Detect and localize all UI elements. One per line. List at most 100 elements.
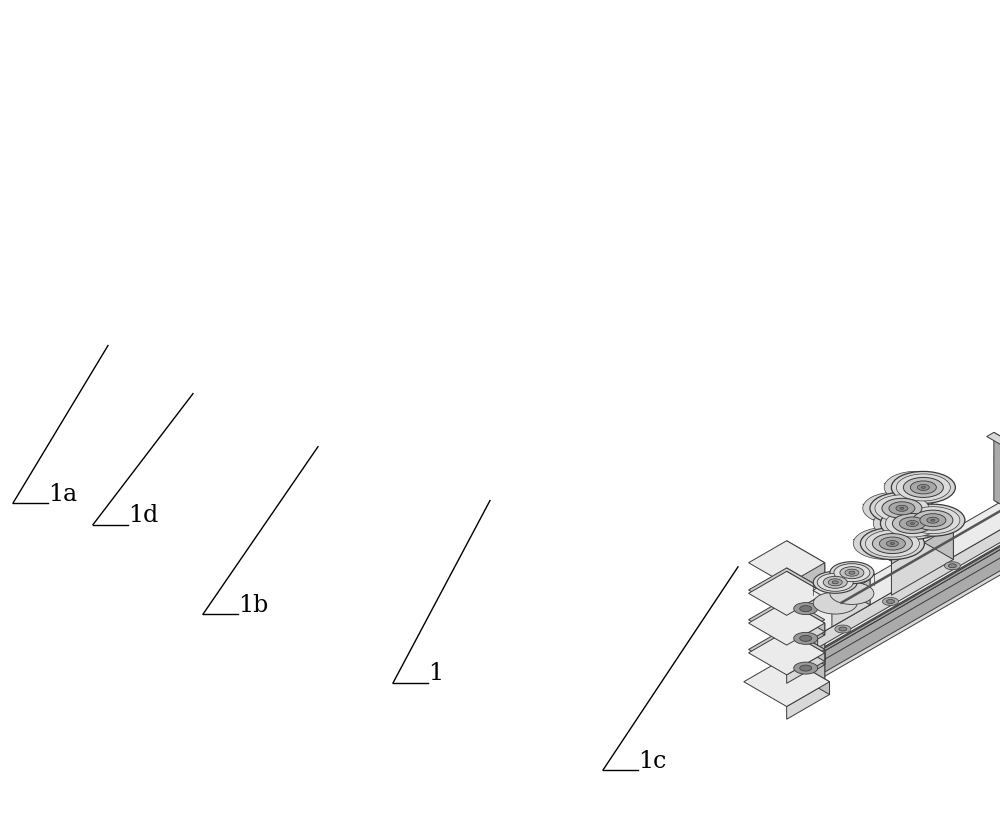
Ellipse shape xyxy=(794,603,818,615)
Ellipse shape xyxy=(927,518,939,523)
Polygon shape xyxy=(813,569,870,602)
Ellipse shape xyxy=(845,570,859,576)
Ellipse shape xyxy=(865,531,919,557)
Ellipse shape xyxy=(910,522,914,525)
Polygon shape xyxy=(787,631,825,662)
Polygon shape xyxy=(787,650,825,687)
Text: 1b: 1b xyxy=(238,593,268,616)
Polygon shape xyxy=(787,653,825,684)
Polygon shape xyxy=(787,563,825,704)
Ellipse shape xyxy=(892,514,932,534)
Ellipse shape xyxy=(875,495,929,522)
Polygon shape xyxy=(787,628,825,665)
Ellipse shape xyxy=(823,576,847,589)
Polygon shape xyxy=(891,538,896,547)
Polygon shape xyxy=(794,430,1000,635)
Polygon shape xyxy=(749,601,825,645)
Ellipse shape xyxy=(800,606,812,612)
Ellipse shape xyxy=(813,571,857,594)
Polygon shape xyxy=(987,433,1000,458)
Ellipse shape xyxy=(931,519,935,522)
Ellipse shape xyxy=(840,567,864,579)
Ellipse shape xyxy=(849,571,855,575)
Polygon shape xyxy=(787,568,825,605)
Polygon shape xyxy=(822,463,1000,661)
Polygon shape xyxy=(749,598,825,642)
Ellipse shape xyxy=(891,472,955,503)
Ellipse shape xyxy=(873,508,937,540)
Polygon shape xyxy=(891,537,901,565)
Ellipse shape xyxy=(903,478,943,498)
Ellipse shape xyxy=(879,537,905,551)
Ellipse shape xyxy=(896,474,950,501)
Ellipse shape xyxy=(863,493,927,525)
Polygon shape xyxy=(887,535,896,541)
Text: 1: 1 xyxy=(428,662,443,685)
Ellipse shape xyxy=(794,633,818,644)
Ellipse shape xyxy=(886,541,898,546)
Ellipse shape xyxy=(906,521,918,527)
Ellipse shape xyxy=(832,581,838,584)
Ellipse shape xyxy=(910,481,936,494)
Ellipse shape xyxy=(886,599,894,604)
Polygon shape xyxy=(787,620,825,657)
Ellipse shape xyxy=(800,665,812,672)
Polygon shape xyxy=(820,461,1000,652)
Polygon shape xyxy=(994,433,1000,522)
Ellipse shape xyxy=(900,508,904,510)
Polygon shape xyxy=(996,434,1000,522)
Ellipse shape xyxy=(917,485,929,491)
Polygon shape xyxy=(749,571,825,615)
Polygon shape xyxy=(884,533,901,543)
Ellipse shape xyxy=(880,508,944,540)
Polygon shape xyxy=(787,598,825,635)
Ellipse shape xyxy=(906,507,960,534)
Ellipse shape xyxy=(913,511,953,531)
Polygon shape xyxy=(791,440,1000,649)
Ellipse shape xyxy=(921,487,925,489)
Polygon shape xyxy=(863,509,953,561)
Ellipse shape xyxy=(896,506,908,512)
Ellipse shape xyxy=(860,528,924,560)
Polygon shape xyxy=(891,526,953,595)
Polygon shape xyxy=(744,657,830,706)
Ellipse shape xyxy=(872,534,912,554)
Ellipse shape xyxy=(794,662,818,674)
Ellipse shape xyxy=(884,472,948,503)
Polygon shape xyxy=(749,631,825,675)
Polygon shape xyxy=(822,463,1000,673)
Ellipse shape xyxy=(899,518,925,531)
Polygon shape xyxy=(787,657,830,695)
Polygon shape xyxy=(787,594,825,624)
Ellipse shape xyxy=(889,503,915,515)
Polygon shape xyxy=(787,571,825,602)
Ellipse shape xyxy=(830,583,874,604)
Polygon shape xyxy=(994,390,1000,479)
Polygon shape xyxy=(851,569,870,605)
Polygon shape xyxy=(925,509,953,560)
Ellipse shape xyxy=(882,498,922,518)
Ellipse shape xyxy=(800,636,812,642)
Polygon shape xyxy=(749,541,825,585)
Polygon shape xyxy=(787,623,825,654)
Ellipse shape xyxy=(828,579,842,586)
Ellipse shape xyxy=(870,493,934,525)
Polygon shape xyxy=(820,461,1000,652)
Ellipse shape xyxy=(894,504,958,537)
Polygon shape xyxy=(894,533,901,559)
Ellipse shape xyxy=(817,574,853,591)
Ellipse shape xyxy=(835,625,851,633)
Polygon shape xyxy=(787,601,825,632)
Polygon shape xyxy=(787,590,825,628)
Ellipse shape xyxy=(920,514,946,527)
Ellipse shape xyxy=(882,598,898,606)
Ellipse shape xyxy=(944,562,960,570)
Polygon shape xyxy=(832,580,870,627)
Ellipse shape xyxy=(830,562,874,584)
Ellipse shape xyxy=(813,592,857,614)
Polygon shape xyxy=(749,628,825,672)
Text: 1a: 1a xyxy=(48,482,77,505)
Polygon shape xyxy=(749,568,825,612)
Ellipse shape xyxy=(839,628,847,631)
Text: 1c: 1c xyxy=(638,749,666,772)
